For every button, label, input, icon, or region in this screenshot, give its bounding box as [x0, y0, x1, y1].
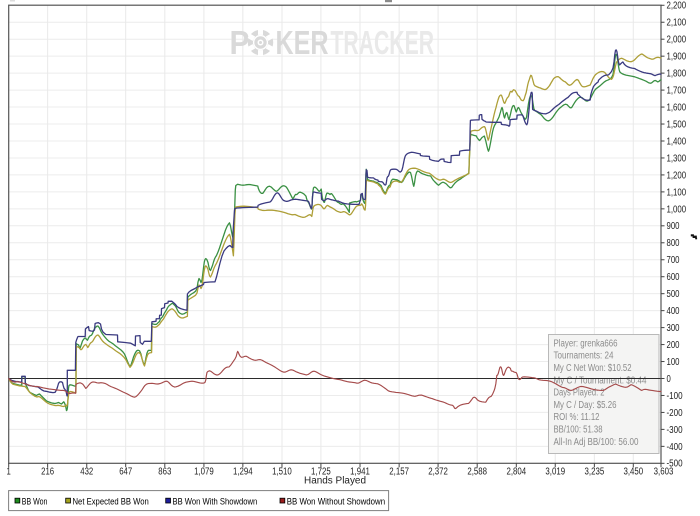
svg-text:-300: -300 — [667, 425, 684, 436]
svg-text:1: 1 — [7, 467, 11, 478]
svg-text:BB Won With Showdown: BB Won With Showdown — [173, 496, 258, 507]
svg-text:BB Won: BB Won — [22, 496, 48, 507]
svg-text:P: P — [230, 25, 250, 62]
svg-text:1,294: 1,294 — [233, 467, 253, 478]
svg-text:BB/100: 51.38: BB/100: 51.38 — [554, 425, 603, 436]
svg-text:My C Net Won: $10.52: My C Net Won: $10.52 — [554, 363, 632, 374]
svg-text:200: 200 — [667, 340, 680, 351]
svg-text:1,100: 1,100 — [667, 187, 687, 198]
svg-text:My C / Tournament: $0.44: My C / Tournament: $0.44 — [554, 375, 647, 386]
svg-text:BB Won Without Showdown: BB Won Without Showdown — [287, 496, 385, 507]
svg-text:Player: grenka666: Player: grenka666 — [554, 338, 618, 349]
svg-text:Days Played: 2: Days Played: 2 — [554, 388, 605, 399]
svg-text:Tournaments: 24: Tournaments: 24 — [554, 351, 614, 362]
svg-text:2,804: 2,804 — [506, 467, 526, 478]
svg-text:3,450: 3,450 — [623, 467, 643, 478]
svg-text:-100: -100 — [667, 391, 684, 402]
svg-text:3,019: 3,019 — [545, 467, 565, 478]
svg-text:-200: -200 — [667, 408, 684, 419]
svg-text:600: 600 — [667, 272, 680, 283]
svg-text:My C / Day: $5.26: My C / Day: $5.26 — [554, 400, 617, 411]
svg-text:Net Expected BB Won: Net Expected BB Won — [73, 496, 149, 507]
svg-text:1,700: 1,700 — [667, 86, 687, 97]
svg-text:-500: -500 — [667, 459, 684, 470]
svg-text:KER: KER — [276, 25, 329, 62]
svg-text:3,603: 3,603 — [654, 467, 674, 478]
svg-text:2,000: 2,000 — [667, 35, 687, 46]
svg-text:1,400: 1,400 — [667, 136, 687, 147]
svg-text:100: 100 — [667, 357, 680, 368]
svg-text:500: 500 — [667, 289, 680, 300]
svg-text:432: 432 — [80, 467, 93, 478]
svg-text:1,200: 1,200 — [667, 170, 687, 181]
svg-text:800: 800 — [667, 238, 680, 249]
svg-text:1,725: 1,725 — [311, 467, 331, 478]
svg-text:-400: -400 — [667, 442, 684, 453]
svg-text:1,500: 1,500 — [667, 119, 687, 130]
svg-text:216: 216 — [41, 467, 54, 478]
svg-text:1,079: 1,079 — [194, 467, 214, 478]
svg-text:647: 647 — [119, 467, 132, 478]
svg-text:3,235: 3,235 — [585, 467, 605, 478]
svg-text:2,372: 2,372 — [428, 467, 448, 478]
svg-text:400: 400 — [667, 306, 680, 317]
svg-text:Hands Played: Hands Played — [304, 476, 366, 487]
svg-text:1,800: 1,800 — [667, 69, 687, 80]
svg-text:2,100: 2,100 — [667, 18, 687, 29]
svg-text:TRACKER: TRACKER — [331, 25, 435, 62]
svg-text:ROI %: 11.12: ROI %: 11.12 — [554, 412, 600, 423]
svg-text:900: 900 — [667, 221, 680, 232]
svg-text:1,900: 1,900 — [667, 52, 687, 63]
svg-text:700: 700 — [667, 255, 680, 266]
svg-text:1,510: 1,510 — [272, 467, 292, 478]
svg-text:1,300: 1,300 — [667, 153, 687, 164]
svg-text:2,588: 2,588 — [467, 467, 487, 478]
svg-text:2,200: 2,200 — [667, 1, 687, 12]
svg-text:300: 300 — [667, 323, 680, 334]
svg-text:1,000: 1,000 — [667, 204, 687, 215]
svg-text:2,157: 2,157 — [389, 467, 409, 478]
svg-text:0: 0 — [667, 374, 672, 385]
svg-text:1,600: 1,600 — [667, 102, 687, 113]
svg-text:All-In Adj BB/100: 56.00: All-In Adj BB/100: 56.00 — [554, 437, 640, 448]
svg-text:863: 863 — [158, 467, 171, 478]
svg-text:1,941: 1,941 — [350, 467, 370, 478]
